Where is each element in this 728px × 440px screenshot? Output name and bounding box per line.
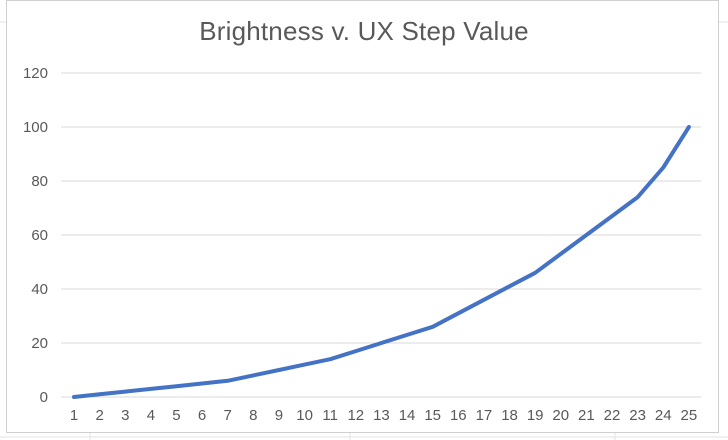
chart-title: Brightness v. UX Step Value	[199, 16, 529, 46]
x-tick-label: 7	[224, 407, 232, 424]
x-tick-label: 15	[424, 407, 441, 424]
x-tick-label: 11	[322, 407, 338, 424]
x-tick-label: 8	[249, 407, 257, 424]
y-tick-label: 60	[31, 227, 48, 244]
x-axis-tick-labels: 1 2 3 4 5 6 7 8 9 10 11 12 13 14 15 16 17 18 19 20 21 22 23 24 2…	[70, 407, 697, 424]
y-tick-label: 20	[31, 335, 48, 352]
x-tick-label: 20	[552, 407, 569, 424]
x-tick-label: 18	[501, 407, 518, 424]
x-tick-label: 9	[275, 407, 283, 424]
y-axis-tick-labels: 0 20 40 60 80 100 120	[23, 65, 48, 406]
x-tick-label: 4	[147, 407, 155, 424]
x-tick-label: 1	[70, 407, 78, 424]
x-tick-label: 3	[121, 407, 129, 424]
x-tick-label: 14	[399, 407, 416, 424]
x-tick-label: 23	[629, 407, 646, 424]
y-tick-label: 120	[23, 65, 48, 82]
x-tick-label: 25	[681, 407, 698, 424]
x-tick-label: 6	[198, 407, 206, 424]
y-gridlines	[61, 72, 701, 398]
x-tick-label: 5	[172, 407, 180, 424]
chart-area[interactable]	[6, 0, 719, 433]
x-tick-label: 16	[450, 407, 467, 424]
y-tick-label: 40	[31, 281, 48, 298]
x-tick-label: 13	[373, 407, 390, 424]
x-tick-label: 19	[527, 407, 544, 424]
x-tick-label: 10	[296, 407, 313, 424]
x-tick-label: 21	[578, 407, 595, 424]
y-tick-label: 0	[40, 389, 48, 406]
x-tick-label: 17	[476, 407, 493, 424]
x-tick-label: 2	[95, 407, 103, 424]
series-line	[72, 125, 691, 399]
x-tick-label: 12	[347, 407, 364, 424]
y-tick-label: 100	[23, 119, 48, 136]
y-tick-label: 80	[31, 173, 48, 190]
x-tick-label: 24	[655, 407, 672, 424]
x-tick-label: 22	[604, 407, 621, 424]
